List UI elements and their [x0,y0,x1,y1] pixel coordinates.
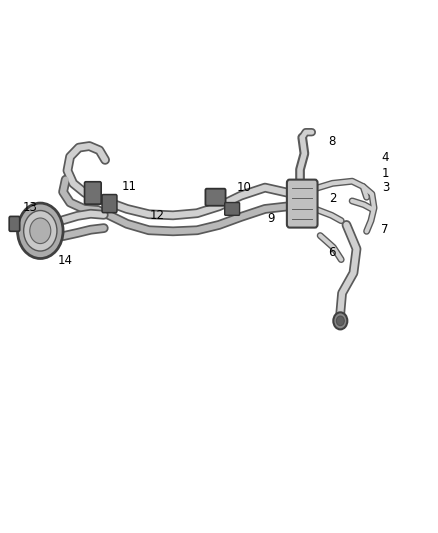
Circle shape [30,218,51,244]
Circle shape [24,211,57,251]
Text: 4: 4 [381,151,389,164]
Text: 12: 12 [149,209,164,222]
FancyBboxPatch shape [225,203,240,215]
FancyBboxPatch shape [287,180,318,228]
Text: 8: 8 [328,135,336,148]
Text: 6: 6 [328,246,336,259]
Text: 13: 13 [22,201,37,214]
Text: 3: 3 [382,181,389,194]
Text: 7: 7 [381,223,389,236]
FancyBboxPatch shape [205,189,226,206]
Circle shape [333,312,347,329]
Text: 1: 1 [381,167,389,180]
Circle shape [18,203,63,259]
Text: 10: 10 [237,181,252,194]
Text: 2: 2 [329,192,337,205]
Text: 9: 9 [267,212,275,225]
FancyBboxPatch shape [85,182,101,204]
Text: 14: 14 [57,254,72,266]
Text: 11: 11 [122,180,137,193]
FancyBboxPatch shape [9,216,20,231]
FancyBboxPatch shape [102,195,117,213]
Circle shape [336,316,344,326]
